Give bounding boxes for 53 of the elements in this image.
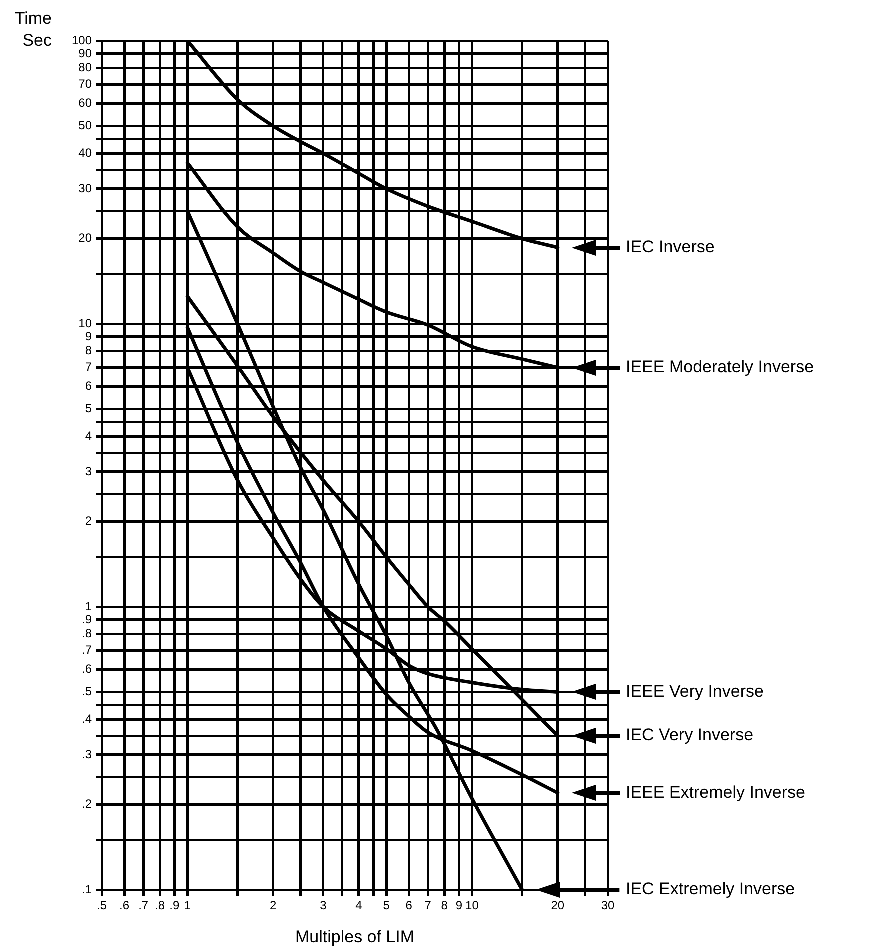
- x-tick-label: .8: [155, 898, 166, 913]
- y-tick-label: .5: [82, 684, 92, 699]
- x-tick-label: 2: [270, 898, 277, 913]
- x-tick-label: .5: [96, 898, 108, 913]
- x-tick-label: 4: [356, 898, 363, 913]
- x-tick-label: 3: [320, 898, 328, 913]
- y-tick-label: 20: [78, 231, 92, 246]
- y-tick-label: 50: [78, 118, 92, 133]
- x-tick-label: 5: [383, 898, 390, 913]
- y-tick-label: 60: [78, 96, 92, 110]
- y-tick-label: 3: [85, 464, 92, 478]
- y-tick-label: 40: [78, 146, 92, 160]
- legend-label: IEEE Moderately Inverse: [626, 358, 814, 377]
- y-tick-label: 9: [85, 329, 92, 344]
- x-tick-label: 10: [466, 898, 480, 913]
- y-tick-label: 90: [78, 46, 92, 60]
- legend-label: IEEE Extremely Inverse: [626, 782, 806, 802]
- x-tick-label: 9: [456, 898, 463, 913]
- x-axis-title: Multiples of LIM: [295, 927, 415, 946]
- y-tick-label: .4: [82, 712, 92, 726]
- x-tick-label: .9: [170, 898, 180, 913]
- y-tick-label: .9: [82, 612, 92, 626]
- y-tick-label: 30: [78, 181, 92, 196]
- legend-label: IEC Very Inverse: [626, 726, 754, 745]
- x-tick-label: 20: [551, 898, 565, 913]
- legend-label: IEC Extremely Inverse: [626, 880, 796, 899]
- y-tick-label: 4: [85, 428, 92, 443]
- y-tick-label: 5: [85, 402, 92, 416]
- x-tick-label: 7: [424, 898, 432, 913]
- x-tick-label: 6: [406, 898, 413, 913]
- y-tick-label: .3: [82, 747, 92, 762]
- y-tick-label: 100: [72, 33, 92, 48]
- y-tick-label: 8: [85, 344, 92, 358]
- legend-label: IEEE Very Inverse: [626, 682, 764, 701]
- y-tick-label: .8: [82, 626, 92, 641]
- x-tick-label: .6: [120, 898, 130, 913]
- y-tick-label: 1: [85, 599, 92, 614]
- x-tick-label: 30: [601, 898, 615, 913]
- y-tick-label: .6: [82, 662, 92, 676]
- y-tick-label: .1: [82, 882, 92, 896]
- y-tick-label: 7: [85, 360, 92, 374]
- x-tick-label: 8: [441, 898, 448, 913]
- y-tick-label: 80: [78, 60, 92, 75]
- y-tick-label: 6: [85, 379, 92, 394]
- y-axis-title: Time Sec: [14, 8, 52, 52]
- y-tick-label: .2: [82, 797, 92, 812]
- y-tick-label: .7: [82, 643, 92, 658]
- x-tick-label: 1: [184, 898, 192, 913]
- y-tick-label: 70: [78, 77, 92, 92]
- y-tick-label: 2: [85, 514, 92, 528]
- legend-label: IEC Inverse: [626, 237, 715, 256]
- y-tick-label: 10: [78, 316, 92, 330]
- x-tick-label: .7: [138, 898, 149, 913]
